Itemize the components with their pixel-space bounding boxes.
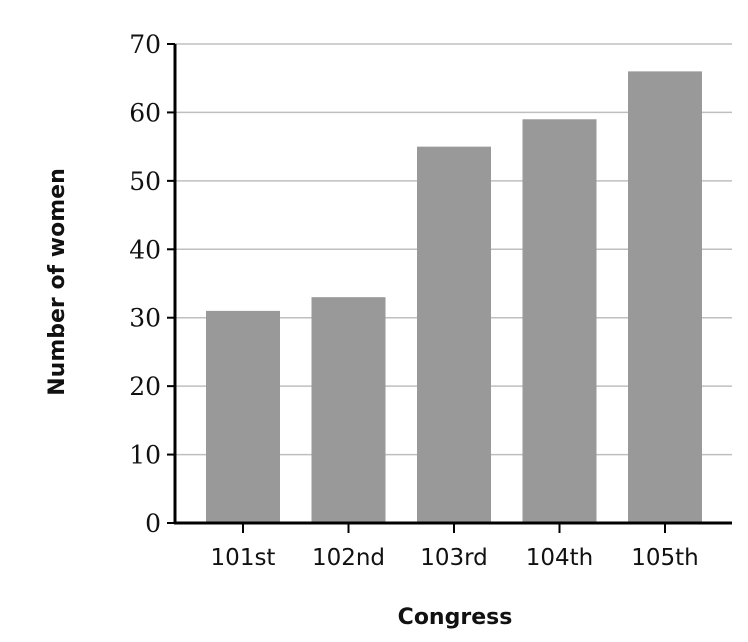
- y-tick-label: 0: [145, 509, 161, 538]
- x-tick-label: 105th: [631, 545, 699, 571]
- y-tick-label: 20: [129, 372, 161, 401]
- y-tick-label: 50: [129, 167, 161, 196]
- bar-104th: [522, 119, 597, 524]
- x-tick-label: 104th: [526, 545, 594, 571]
- x-tick-label: 103rd: [420, 545, 488, 571]
- x-axis-title: Congress: [398, 605, 513, 630]
- bars: [206, 71, 702, 524]
- y-tick-label: 70: [129, 30, 161, 59]
- x-tick-labels: 101st 102nd 103rd 104th 105th: [211, 523, 699, 571]
- bar-101st: [206, 310, 280, 523]
- y-tick-label: 10: [129, 441, 161, 470]
- bar-105th: [628, 71, 702, 523]
- y-tick-label: 60: [129, 98, 161, 127]
- bar-102nd: [311, 297, 386, 523]
- y-tick-labels: 0 10 20 30 40 50 60 70: [129, 30, 175, 538]
- y-tick-label: 30: [129, 304, 161, 333]
- bar-103rd: [417, 146, 491, 523]
- y-tick-label: 40: [129, 235, 161, 264]
- x-tick-label: 102nd: [312, 545, 385, 571]
- x-tick-label: 101st: [211, 545, 276, 571]
- y-axis-title: Number of women: [45, 168, 70, 395]
